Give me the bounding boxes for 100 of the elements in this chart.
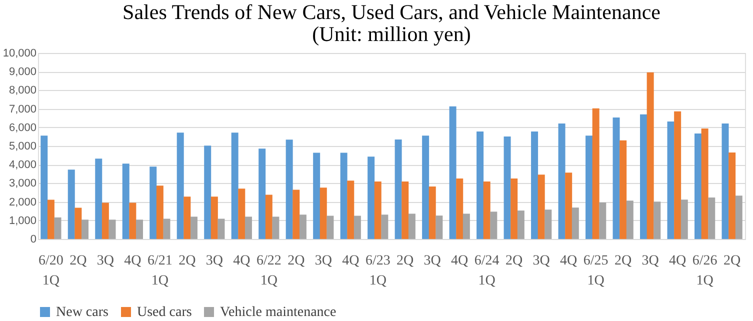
bar bbox=[286, 140, 293, 239]
bar bbox=[368, 156, 375, 239]
legend-label: New cars bbox=[56, 305, 108, 320]
bar bbox=[667, 121, 674, 239]
bar bbox=[646, 72, 654, 239]
bar bbox=[544, 210, 552, 239]
x-tick-label: 6/26 1Q bbox=[692, 254, 718, 288]
bar bbox=[517, 210, 524, 239]
bar bbox=[394, 139, 402, 239]
x-tick-label: 6/20 1Q bbox=[38, 254, 64, 288]
bar bbox=[218, 218, 225, 239]
x-tick-label: 4Q bbox=[560, 254, 578, 268]
x-tick-label: 2Q bbox=[506, 254, 523, 268]
x-tick-label: 2Q bbox=[178, 254, 196, 268]
bar bbox=[586, 136, 593, 239]
chart-subtitle: (Unit: million yen) bbox=[312, 22, 471, 46]
bar bbox=[238, 188, 246, 239]
x-tick-label: 2Q bbox=[723, 254, 741, 268]
x-tick-label: 4Q bbox=[233, 254, 250, 268]
bar bbox=[47, 200, 54, 239]
bar bbox=[483, 182, 490, 239]
bar bbox=[354, 216, 361, 239]
legend-label: Used cars bbox=[137, 305, 192, 320]
x-tick-label: 6/25 1Q bbox=[583, 254, 608, 288]
bar bbox=[510, 178, 518, 239]
bar bbox=[258, 148, 266, 239]
x-tick-label: 3Q bbox=[642, 254, 659, 268]
x-tick-label: 3Q bbox=[424, 254, 441, 268]
x-tick-label: 2Q bbox=[70, 254, 87, 268]
bar bbox=[150, 166, 157, 239]
bar bbox=[599, 202, 606, 239]
bar bbox=[176, 132, 184, 239]
x-tick-label: 6/22 1Q bbox=[256, 254, 282, 288]
bar bbox=[722, 123, 729, 239]
bar bbox=[156, 186, 164, 239]
bar bbox=[210, 196, 218, 239]
x-tick-label: 4Q bbox=[342, 254, 360, 268]
bar bbox=[136, 220, 143, 239]
bar bbox=[95, 158, 102, 239]
bar bbox=[490, 212, 498, 239]
bar bbox=[456, 178, 464, 239]
bar bbox=[462, 214, 470, 239]
bar bbox=[708, 198, 716, 239]
bar bbox=[565, 172, 572, 239]
bar bbox=[436, 216, 443, 239]
bar bbox=[728, 152, 736, 239]
bar bbox=[108, 220, 116, 239]
bar bbox=[347, 180, 354, 239]
bar bbox=[428, 186, 436, 239]
bar bbox=[592, 108, 600, 239]
x-tick-label: 6/21 1Q bbox=[147, 254, 172, 288]
y-tick-label: 8,000 bbox=[8, 84, 36, 97]
bar bbox=[313, 152, 320, 239]
x-tick-label: 2Q bbox=[614, 254, 632, 268]
bar bbox=[558, 123, 566, 239]
bar bbox=[422, 136, 430, 239]
bar bbox=[620, 140, 627, 239]
bar bbox=[244, 216, 252, 239]
bar bbox=[408, 214, 416, 239]
bar bbox=[626, 200, 634, 239]
y-tick-label: 7,000 bbox=[8, 103, 36, 116]
y-tick-label: 2,000 bbox=[8, 196, 36, 208]
bar bbox=[735, 196, 742, 239]
bar bbox=[320, 188, 327, 239]
x-tick-label: 4Q bbox=[669, 254, 686, 268]
x-tick-label: 3Q bbox=[206, 254, 223, 268]
y-tick-label: 6,000 bbox=[8, 122, 36, 134]
bar bbox=[340, 152, 348, 239]
bar bbox=[640, 114, 648, 239]
bar bbox=[476, 131, 484, 239]
bar bbox=[374, 182, 382, 239]
bar bbox=[54, 217, 62, 239]
y-tick-label: 0 bbox=[30, 234, 36, 246]
bar bbox=[184, 196, 191, 239]
y-tick-label: 1,000 bbox=[8, 214, 36, 227]
bar bbox=[654, 202, 661, 239]
bar bbox=[504, 136, 511, 239]
bar bbox=[531, 131, 538, 239]
bar bbox=[680, 200, 688, 239]
x-tick-label: 4Q bbox=[124, 254, 142, 268]
bar bbox=[265, 194, 272, 239]
bar bbox=[701, 128, 708, 239]
bar bbox=[449, 106, 456, 239]
chart-title: Sales Trends of New Cars, Used Cars, and Vehicle Maintenance bbox=[122, 0, 660, 24]
legend-label: Vehicle maintenance bbox=[220, 305, 336, 320]
bar bbox=[612, 118, 620, 239]
bar bbox=[231, 132, 238, 239]
bar bbox=[292, 190, 300, 239]
bar bbox=[102, 202, 109, 239]
bar bbox=[74, 208, 82, 239]
x-tick-label: 6/24 1Q bbox=[474, 254, 500, 288]
y-tick-label: 10,000 bbox=[2, 48, 36, 60]
y-tick-label: 4,000 bbox=[8, 159, 36, 172]
bar bbox=[40, 136, 48, 239]
bar bbox=[190, 216, 198, 239]
bar bbox=[694, 134, 702, 239]
bar bbox=[68, 170, 75, 239]
bar bbox=[402, 182, 409, 239]
bar bbox=[272, 216, 280, 239]
x-tick-label: 2Q bbox=[288, 254, 305, 268]
